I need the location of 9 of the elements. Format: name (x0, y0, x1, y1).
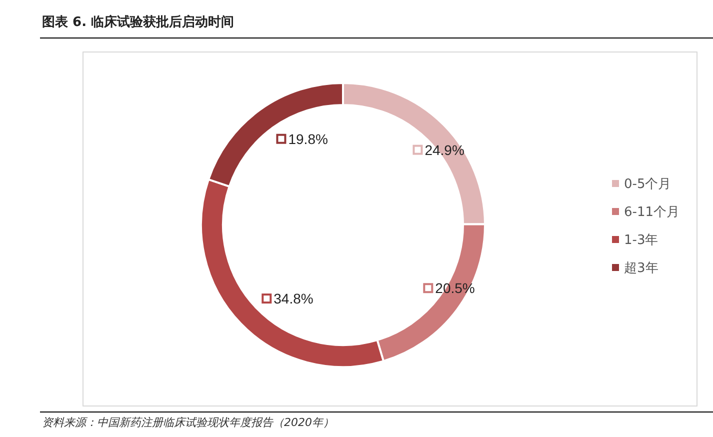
text: 资料来源：中国新药注册临床试验现状年度报告（2020年） (42, 416, 334, 429)
data-label: 19.8% (288, 130, 328, 147)
data-label: 34.8% (274, 290, 314, 307)
data-label: 24.9% (424, 142, 464, 158)
chart-title: 图表 6. 临床试验获批后启动时间 (42, 14, 234, 30)
legend-label: 0-5个月 (624, 177, 672, 192)
legend-label: 6-11个月 (624, 205, 680, 220)
legend-label: 1-3年 (624, 233, 658, 248)
legend-label: 超3年 (624, 261, 658, 276)
